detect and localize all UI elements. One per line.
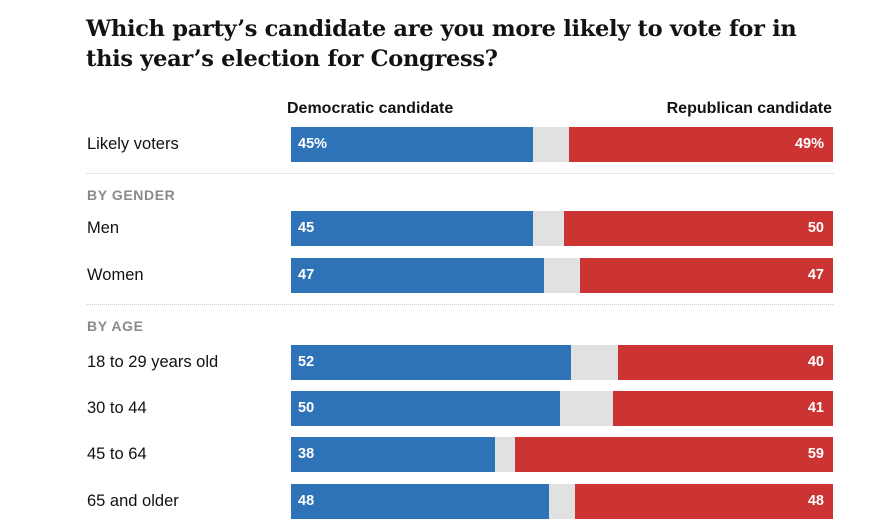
republican-value-label: 48: [807, 493, 824, 509]
republican-bar: [564, 211, 833, 246]
democratic-bar: [291, 211, 533, 246]
democratic-value-label: 52: [298, 354, 315, 370]
democratic-bar: [291, 484, 550, 519]
republican-column-header: Republican candidate: [666, 100, 832, 117]
republican-value-label: 47: [807, 267, 824, 283]
republican-bar: [574, 484, 833, 519]
democratic-value-label: 45: [298, 220, 315, 236]
democratic-bar: [291, 127, 533, 162]
democratic-value-label: 47: [298, 267, 315, 283]
democratic-value-label: 45%: [298, 136, 328, 152]
row-label: 30 to 44: [87, 399, 147, 417]
democratic-bar: [291, 437, 495, 472]
democratic-value-label: 48: [298, 493, 315, 509]
row-label: Men: [87, 219, 120, 237]
republican-value-label: 41: [807, 400, 824, 416]
row-label: 18 to 29 years old: [87, 353, 219, 371]
democratic-bar: [291, 258, 544, 293]
republican-bar: [618, 345, 833, 380]
republican-value-label: 59: [807, 446, 824, 462]
section-heading: BY GENDER: [87, 187, 176, 203]
democratic-value-label: 38: [298, 446, 315, 462]
democratic-bar: [291, 391, 560, 426]
republican-bar: [612, 391, 833, 426]
section-divider: [87, 304, 833, 305]
row-label: Women: [87, 266, 144, 284]
republican-value-label: 49%: [794, 136, 824, 152]
democratic-column-header: Democratic candidate: [287, 100, 454, 117]
row-label: 45 to 64: [87, 445, 147, 463]
row-label: Likely voters: [87, 135, 179, 153]
section-heading: BY AGE: [87, 318, 144, 334]
row-label: 65 and older: [87, 492, 179, 510]
republican-value-label: 50: [807, 220, 824, 236]
democratic-value-label: 50: [298, 400, 315, 416]
section-divider: [87, 173, 833, 174]
republican-bar: [569, 127, 833, 162]
democratic-bar: [291, 345, 571, 380]
republican-bar: [515, 437, 833, 472]
chart-title: Which party’s candidate are you more lik…: [86, 16, 797, 72]
republican-bar: [580, 258, 833, 293]
republican-value-label: 40: [807, 354, 824, 370]
